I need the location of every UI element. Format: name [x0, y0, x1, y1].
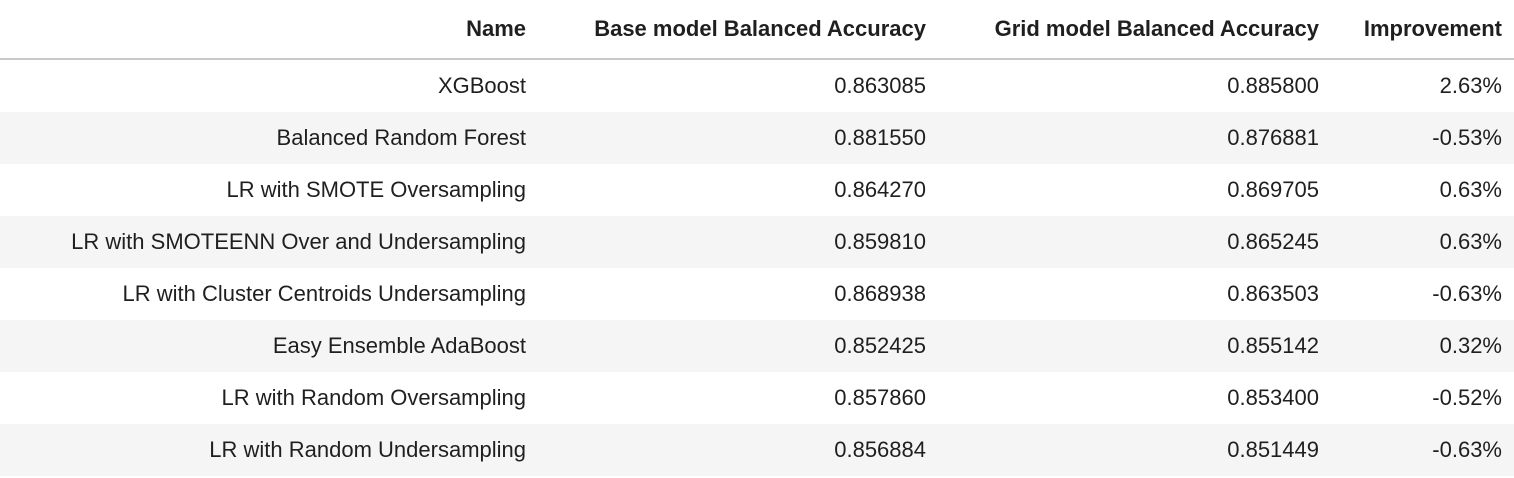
cell-grid-accuracy: 0.851449: [938, 424, 1331, 476]
column-header-grid-accuracy: Grid model Balanced Accuracy: [938, 0, 1331, 60]
cell-name: LR with SMOTEENN Over and Undersampling: [0, 216, 538, 268]
cell-base-accuracy: 0.856884: [538, 424, 938, 476]
table-row: LR with SMOTEENN Over and Undersampling …: [0, 216, 1514, 268]
table-row: XGBoost 0.863085 0.885800 2.63%: [0, 59, 1514, 112]
cell-improvement: 0.63%: [1331, 216, 1514, 268]
cell-base-accuracy: 0.852425: [538, 320, 938, 372]
cell-name: LR with Random Oversampling: [221, 385, 526, 410]
cell-improvement: -0.63%: [1331, 424, 1514, 476]
column-header-improvement: Improvement: [1331, 0, 1514, 60]
cell-grid-accuracy: 0.885800: [1227, 73, 1319, 98]
cell-base-accuracy: 0.881550: [538, 112, 938, 164]
cell-name: XGBoost: [437, 73, 526, 98]
cell-name: LR with Cluster Centroids Undersampling: [122, 281, 527, 306]
cell-grid-accuracy: 0.855142: [938, 320, 1331, 372]
cell-base-accuracy: 0.864270: [834, 177, 926, 202]
table-header: Name Base model Balanced Accuracy Grid m…: [0, 0, 1514, 60]
cell-grid-accuracy: 0.869705: [1227, 177, 1319, 202]
table-row: LR with Random Oversampling 0.857860 0.8…: [0, 372, 1514, 424]
cell-improvement: -0.52%: [1432, 385, 1502, 410]
cell-name: LR with SMOTE Oversampling: [226, 177, 526, 202]
cell-name: Easy Ensemble AdaBoost: [0, 320, 538, 372]
cell-name: LR with Random Undersampling: [0, 424, 538, 476]
cell-improvement: 0.32%: [1331, 320, 1514, 372]
cell-improvement: 2.63%: [1439, 73, 1502, 98]
table-body: XGBoost 0.863085 0.885800 2.63% Balanced…: [0, 59, 1514, 476]
cell-grid-accuracy: 0.853400: [1227, 385, 1319, 410]
cell-improvement: -0.63%: [1432, 281, 1502, 306]
cell-improvement: 0.63%: [1439, 177, 1502, 202]
cell-improvement: -0.53%: [1331, 112, 1514, 164]
table-row: Balanced Random Forest 0.881550 0.876881…: [0, 112, 1514, 164]
cell-base-accuracy: 0.857860: [834, 385, 926, 410]
cell-base-accuracy: 0.863085: [834, 73, 926, 98]
cell-grid-accuracy: 0.865245: [938, 216, 1331, 268]
table-row: LR with Random Undersampling 0.856884 0.…: [0, 424, 1514, 476]
cell-base-accuracy: 0.868938: [834, 281, 926, 306]
table-row: LR with SMOTE Oversampling 0.864270 0.86…: [0, 164, 1514, 216]
cell-base-accuracy: 0.859810: [538, 216, 938, 268]
cell-grid-accuracy: 0.863503: [1227, 281, 1319, 306]
table-row: Easy Ensemble AdaBoost 0.852425 0.855142…: [0, 320, 1514, 372]
cell-grid-accuracy: 0.876881: [938, 112, 1331, 164]
table-row: LR with Cluster Centroids Undersampling …: [0, 268, 1514, 320]
column-header-base-accuracy: Base model Balanced Accuracy: [538, 0, 938, 60]
column-header-name: Name: [0, 0, 538, 60]
cell-name: Balanced Random Forest: [0, 112, 538, 164]
header-row: Name Base model Balanced Accuracy Grid m…: [0, 0, 1514, 60]
